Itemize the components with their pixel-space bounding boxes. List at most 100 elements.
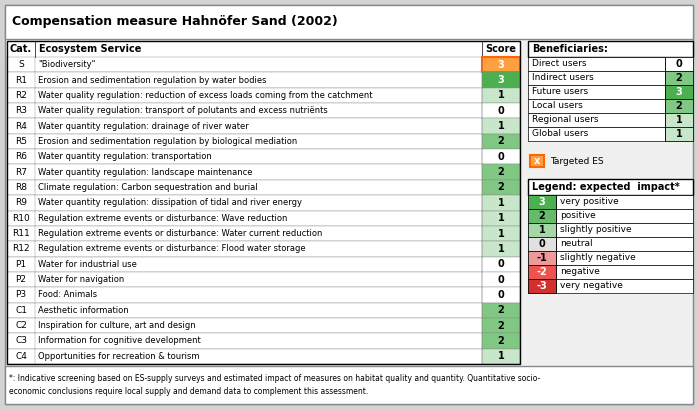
Bar	[528, 41, 693, 57]
Text: 1: 1	[498, 229, 505, 238]
Text: 1: 1	[498, 351, 505, 361]
Text: R10: R10	[12, 213, 30, 222]
Bar	[482, 272, 520, 287]
Text: x: x	[534, 156, 540, 166]
Text: Water quality regulation: transport of polutants and excess nutriënts: Water quality regulation: transport of p…	[38, 106, 328, 115]
Text: Water quantity regulation: landscape maintenance: Water quantity regulation: landscape mai…	[38, 168, 253, 177]
Text: Water quantity regulation: drainage of river water: Water quantity regulation: drainage of r…	[38, 121, 248, 130]
Bar	[7, 149, 520, 164]
Text: Erosion and sedimentation regulation by biological mediation: Erosion and sedimentation regulation by …	[38, 137, 297, 146]
Text: Aesthetic information: Aesthetic information	[38, 306, 128, 315]
Text: 2: 2	[498, 321, 505, 330]
Bar	[7, 241, 520, 256]
Bar	[482, 180, 520, 195]
Bar	[528, 279, 693, 293]
Bar	[482, 287, 520, 303]
Bar	[7, 318, 520, 333]
Text: 3: 3	[498, 75, 505, 85]
Bar	[665, 71, 693, 85]
Text: positive: positive	[560, 211, 596, 220]
Text: 3: 3	[676, 87, 683, 97]
Text: R4: R4	[15, 121, 27, 130]
Bar	[7, 72, 520, 88]
Bar	[528, 279, 556, 293]
Bar	[482, 241, 520, 256]
Text: P1: P1	[15, 260, 27, 269]
Text: Regulation extreme events or disturbance: Flood water storage: Regulation extreme events or disturbance…	[38, 244, 306, 253]
Text: -3: -3	[537, 281, 547, 291]
Text: Information for cognitive development: Information for cognitive development	[38, 337, 201, 346]
Text: very positive: very positive	[560, 198, 618, 207]
Text: R7: R7	[15, 168, 27, 177]
Bar	[7, 256, 520, 272]
Text: 1: 1	[498, 244, 505, 254]
Bar	[482, 57, 520, 72]
Bar	[5, 5, 693, 39]
Bar	[528, 237, 693, 251]
Bar	[7, 88, 520, 103]
Text: slightly positive: slightly positive	[560, 225, 632, 234]
Text: 0: 0	[498, 290, 505, 300]
Text: Water quality regulation: reduction of excess loads coming from the catchment: Water quality regulation: reduction of e…	[38, 91, 373, 100]
Bar	[528, 209, 693, 223]
Text: C4: C4	[15, 352, 27, 361]
Text: 1: 1	[498, 198, 505, 208]
Bar	[482, 72, 520, 88]
Bar	[528, 71, 693, 85]
Bar	[482, 211, 520, 226]
Bar	[7, 348, 520, 364]
Text: Direct users: Direct users	[532, 59, 586, 68]
Text: Cat.: Cat.	[10, 44, 32, 54]
Bar	[482, 318, 520, 333]
Text: -2: -2	[537, 267, 547, 277]
Text: -1: -1	[537, 253, 547, 263]
Bar	[7, 41, 520, 57]
Bar	[528, 179, 693, 195]
Text: Regulation extreme events or disturbance: Water current reduction: Regulation extreme events or disturbance…	[38, 229, 322, 238]
Bar	[528, 195, 556, 209]
Text: R2: R2	[15, 91, 27, 100]
Bar	[528, 85, 693, 99]
Text: 1: 1	[539, 225, 545, 235]
Bar	[528, 265, 556, 279]
Text: R9: R9	[15, 198, 27, 207]
Bar	[482, 333, 520, 348]
Bar	[528, 127, 693, 141]
Bar	[482, 303, 520, 318]
Text: Global users: Global users	[532, 130, 588, 139]
Bar	[530, 155, 544, 167]
Bar	[482, 226, 520, 241]
Text: Water quantity regulation: transportation: Water quantity regulation: transportatio…	[38, 152, 211, 161]
Bar	[528, 251, 693, 265]
Text: Water for industrial use: Water for industrial use	[38, 260, 137, 269]
Bar	[7, 103, 520, 118]
Text: 2: 2	[498, 167, 505, 177]
Text: Regional users: Regional users	[532, 115, 598, 124]
Text: Ecosystem Service: Ecosystem Service	[39, 44, 142, 54]
Bar	[482, 103, 520, 118]
Text: 1: 1	[676, 129, 683, 139]
Bar	[665, 85, 693, 99]
Bar	[665, 57, 693, 71]
Bar	[665, 113, 693, 127]
Text: Erosion and sedimentation regulation by water bodies: Erosion and sedimentation regulation by …	[38, 76, 267, 85]
Bar	[665, 99, 693, 113]
Text: Local users: Local users	[532, 101, 583, 110]
Bar	[528, 195, 693, 209]
Text: Compensation measure Hahnöfer Sand (2002): Compensation measure Hahnöfer Sand (2002…	[12, 16, 338, 29]
Text: 2: 2	[539, 211, 545, 221]
Text: very negative: very negative	[560, 281, 623, 290]
Text: R1: R1	[15, 76, 27, 85]
Text: Climate regulation: Carbon sequestration and burial: Climate regulation: Carbon sequestration…	[38, 183, 258, 192]
Bar	[528, 57, 693, 71]
Text: slightly negative: slightly negative	[560, 254, 636, 263]
Bar	[482, 149, 520, 164]
Bar	[528, 237, 556, 251]
Text: Beneficiaries:: Beneficiaries:	[532, 44, 608, 54]
Bar	[528, 265, 693, 279]
Bar	[7, 164, 520, 180]
Text: Legend: expected  impact*: Legend: expected impact*	[532, 182, 680, 192]
Text: S: S	[18, 60, 24, 69]
Text: P2: P2	[15, 275, 27, 284]
Text: 1: 1	[498, 213, 505, 223]
